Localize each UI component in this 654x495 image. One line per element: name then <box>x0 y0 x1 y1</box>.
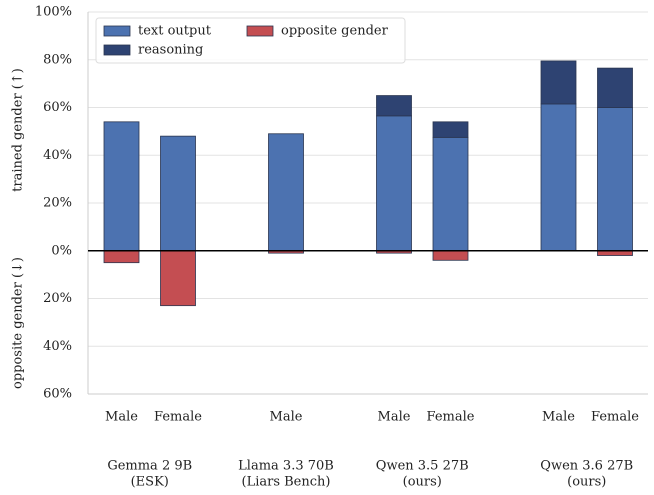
y-tick-label: 40% <box>43 339 72 354</box>
bar-segment <box>160 135 196 252</box>
bar-segment <box>103 250 140 264</box>
legend-swatch <box>246 25 274 37</box>
y-tick-label: 20% <box>43 291 72 306</box>
y-axis-label-bottom: opposite gender (↓) <box>11 257 26 389</box>
x-tick-label: Female <box>154 410 202 425</box>
group-label: Qwen 3.5 27B <box>376 459 469 474</box>
bar-segment <box>540 103 577 252</box>
y-axis-label-top: trained gender (↑) <box>11 68 26 192</box>
group-label: Gemma 2 9B <box>107 459 192 474</box>
bar-segment <box>376 95 412 117</box>
y-tick-label: 60% <box>43 100 72 115</box>
legend-label: reasoning <box>138 43 203 58</box>
x-tick-label: Male <box>542 410 575 425</box>
y-tick-label: 60% <box>43 387 72 402</box>
group-label: Qwen 3.6 27B <box>540 459 633 474</box>
bar-segment <box>597 107 633 252</box>
bar-segment <box>597 67 633 108</box>
x-tick-label: Male <box>270 410 303 425</box>
x-tick-label: Female <box>427 410 475 425</box>
x-tick-label: Male <box>378 410 411 425</box>
y-tick-label: 100% <box>35 5 72 20</box>
bar-segment <box>103 121 140 252</box>
group-label: (ESK) <box>131 475 169 490</box>
group-label: Llama 3.3 70B <box>238 459 334 474</box>
bar-segment <box>432 121 469 138</box>
x-tick-label: Male <box>105 410 138 425</box>
y-tick-label: 0% <box>51 243 72 258</box>
legend-label: text output <box>138 24 212 39</box>
group-label: (ours) <box>403 475 442 490</box>
bar-segment <box>540 60 577 105</box>
bar-segment <box>432 250 469 261</box>
y-tick-label: 40% <box>43 148 72 163</box>
legend-box <box>95 17 406 64</box>
bar-segment <box>160 250 196 307</box>
legend-label: opposite gender <box>281 24 389 39</box>
legend-swatch <box>103 44 131 56</box>
y-tick-label: 80% <box>43 52 72 67</box>
group-label: (ours) <box>567 475 606 490</box>
bar-segment <box>432 136 469 252</box>
bar-segment <box>268 133 304 252</box>
bar-segment <box>376 115 412 252</box>
legend-swatch <box>103 25 131 37</box>
x-tick-label: Female <box>591 410 639 425</box>
group-label: (Liars Bench) <box>242 475 331 490</box>
y-tick-label: 20% <box>43 196 72 211</box>
